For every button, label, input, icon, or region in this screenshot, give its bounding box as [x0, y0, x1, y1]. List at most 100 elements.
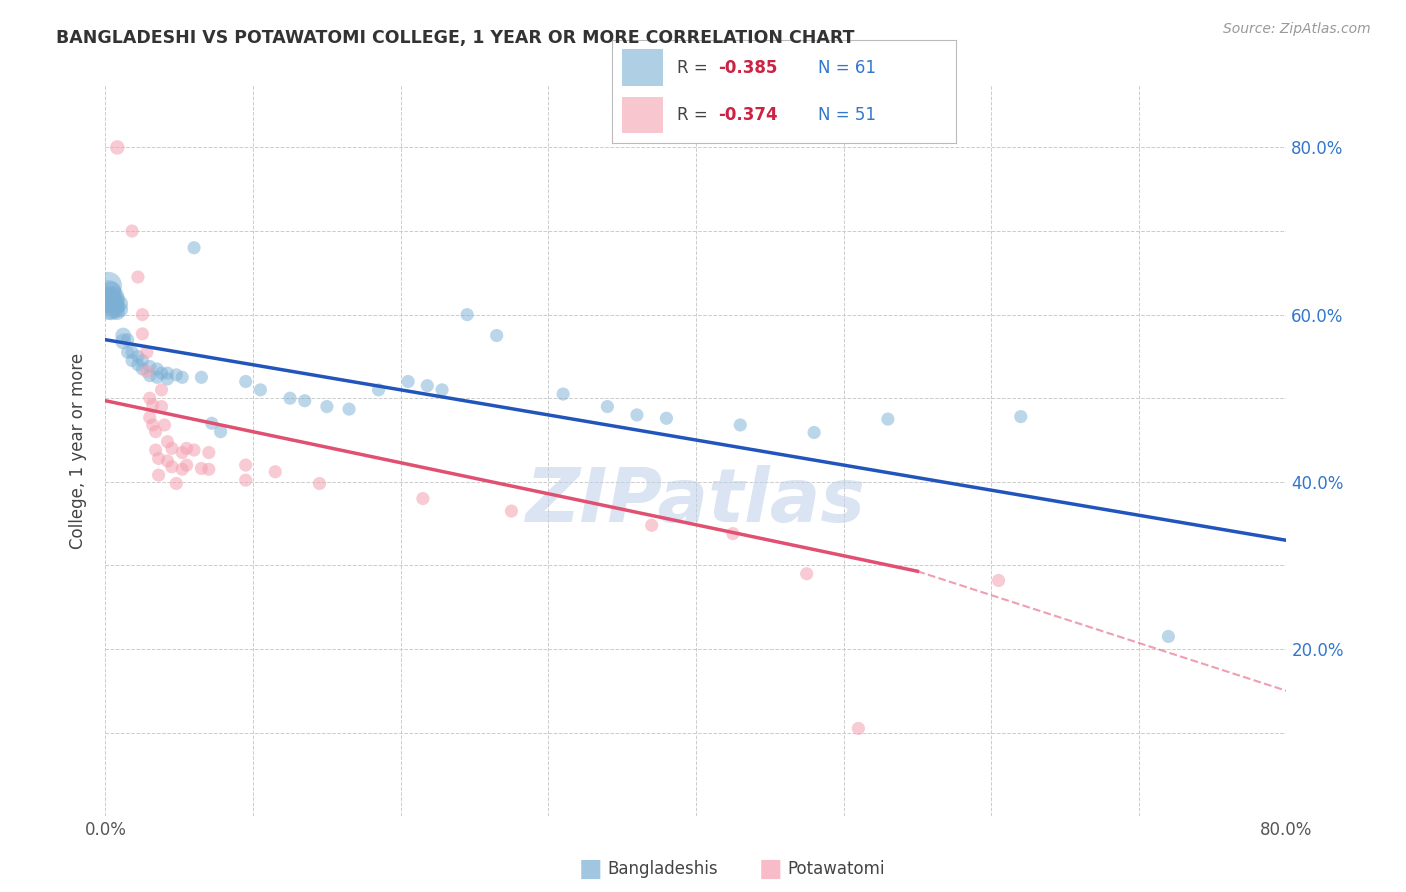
Point: [105, 305, 128, 319]
Point: [142, 417, 165, 432]
Point: [190, 370, 212, 384]
Point: [294, 393, 316, 408]
Point: [127, 350, 149, 364]
Point: [97, 286, 120, 301]
Point: [135, 364, 157, 378]
Point: [150, 400, 173, 414]
Point: [456, 308, 478, 322]
Point: [127, 358, 149, 372]
Point: [121, 345, 143, 359]
Text: Source: ZipAtlas.com: Source: ZipAtlas.com: [1223, 22, 1371, 37]
Point: [117, 333, 139, 347]
Point: [877, 412, 900, 426]
Point: [235, 473, 257, 487]
Text: Potawatomi: Potawatomi: [787, 860, 884, 878]
Point: [112, 328, 135, 343]
Point: [138, 410, 162, 425]
Point: [430, 383, 453, 397]
Point: [97, 293, 120, 307]
Point: [148, 468, 170, 483]
Point: [264, 465, 287, 479]
Point: [105, 293, 128, 307]
Point: [485, 328, 508, 343]
Text: N = 51: N = 51: [818, 106, 876, 124]
Point: [846, 722, 869, 736]
Point: [551, 387, 574, 401]
Point: [150, 366, 173, 380]
Point: [183, 443, 205, 458]
Point: [315, 400, 337, 414]
Point: [105, 140, 128, 154]
Point: [148, 451, 170, 466]
Point: [308, 476, 330, 491]
Point: [135, 345, 157, 359]
Point: [183, 241, 205, 255]
Point: [100, 284, 122, 298]
Point: [803, 425, 825, 440]
Point: [235, 458, 257, 472]
Point: [172, 370, 194, 384]
Point: [110, 302, 132, 317]
Point: [156, 372, 179, 386]
Point: [145, 425, 167, 439]
Text: R =: R =: [678, 106, 713, 124]
Point: [337, 402, 360, 417]
Point: [138, 391, 162, 405]
Point: [416, 378, 439, 392]
Point: [121, 353, 143, 368]
Point: [197, 445, 219, 459]
Point: [396, 375, 419, 389]
Point: [110, 297, 132, 311]
Point: [112, 334, 135, 349]
Point: [131, 353, 153, 368]
Point: [1157, 630, 1180, 644]
Point: [146, 362, 169, 376]
Point: [209, 425, 232, 439]
Text: ZIPatlas: ZIPatlas: [526, 465, 866, 538]
Text: BANGLADESHI VS POTAWATOMI COLLEGE, 1 YEAR OR MORE CORRELATION CHART: BANGLADESHI VS POTAWATOMI COLLEGE, 1 YEA…: [56, 29, 855, 46]
Point: [596, 400, 619, 414]
Point: [103, 289, 125, 303]
Point: [367, 383, 389, 397]
Text: N = 61: N = 61: [818, 59, 876, 77]
Point: [156, 366, 179, 380]
Point: [150, 383, 173, 397]
Point: [172, 445, 194, 459]
Bar: [621, 96, 664, 134]
Text: -0.385: -0.385: [718, 59, 778, 77]
Point: [103, 296, 125, 310]
Point: [190, 461, 212, 475]
Point: [165, 368, 187, 382]
Point: [640, 518, 664, 533]
Point: [987, 574, 1010, 588]
Bar: [621, 49, 664, 87]
Point: [105, 299, 128, 313]
Point: [156, 434, 179, 449]
Point: [97, 299, 120, 313]
Point: [138, 368, 162, 383]
Point: [146, 370, 169, 384]
Point: [97, 278, 120, 293]
Text: ■: ■: [759, 857, 782, 880]
Point: [121, 224, 143, 238]
Text: Bangladeshis: Bangladeshis: [607, 860, 718, 878]
Text: -0.374: -0.374: [718, 106, 778, 124]
Point: [796, 566, 818, 581]
Point: [117, 345, 139, 359]
Y-axis label: College, 1 year or more: College, 1 year or more: [69, 352, 87, 549]
Point: [626, 408, 648, 422]
Point: [197, 462, 219, 476]
Point: [103, 301, 125, 316]
Point: [278, 391, 301, 405]
Point: [153, 417, 176, 432]
Point: [100, 303, 122, 318]
Point: [249, 383, 271, 397]
Point: [131, 362, 153, 376]
Text: ■: ■: [579, 857, 602, 880]
Point: [131, 308, 153, 322]
Point: [1010, 409, 1032, 424]
Point: [142, 398, 165, 412]
Text: R =: R =: [678, 59, 713, 77]
Point: [127, 270, 149, 285]
Point: [145, 443, 167, 458]
